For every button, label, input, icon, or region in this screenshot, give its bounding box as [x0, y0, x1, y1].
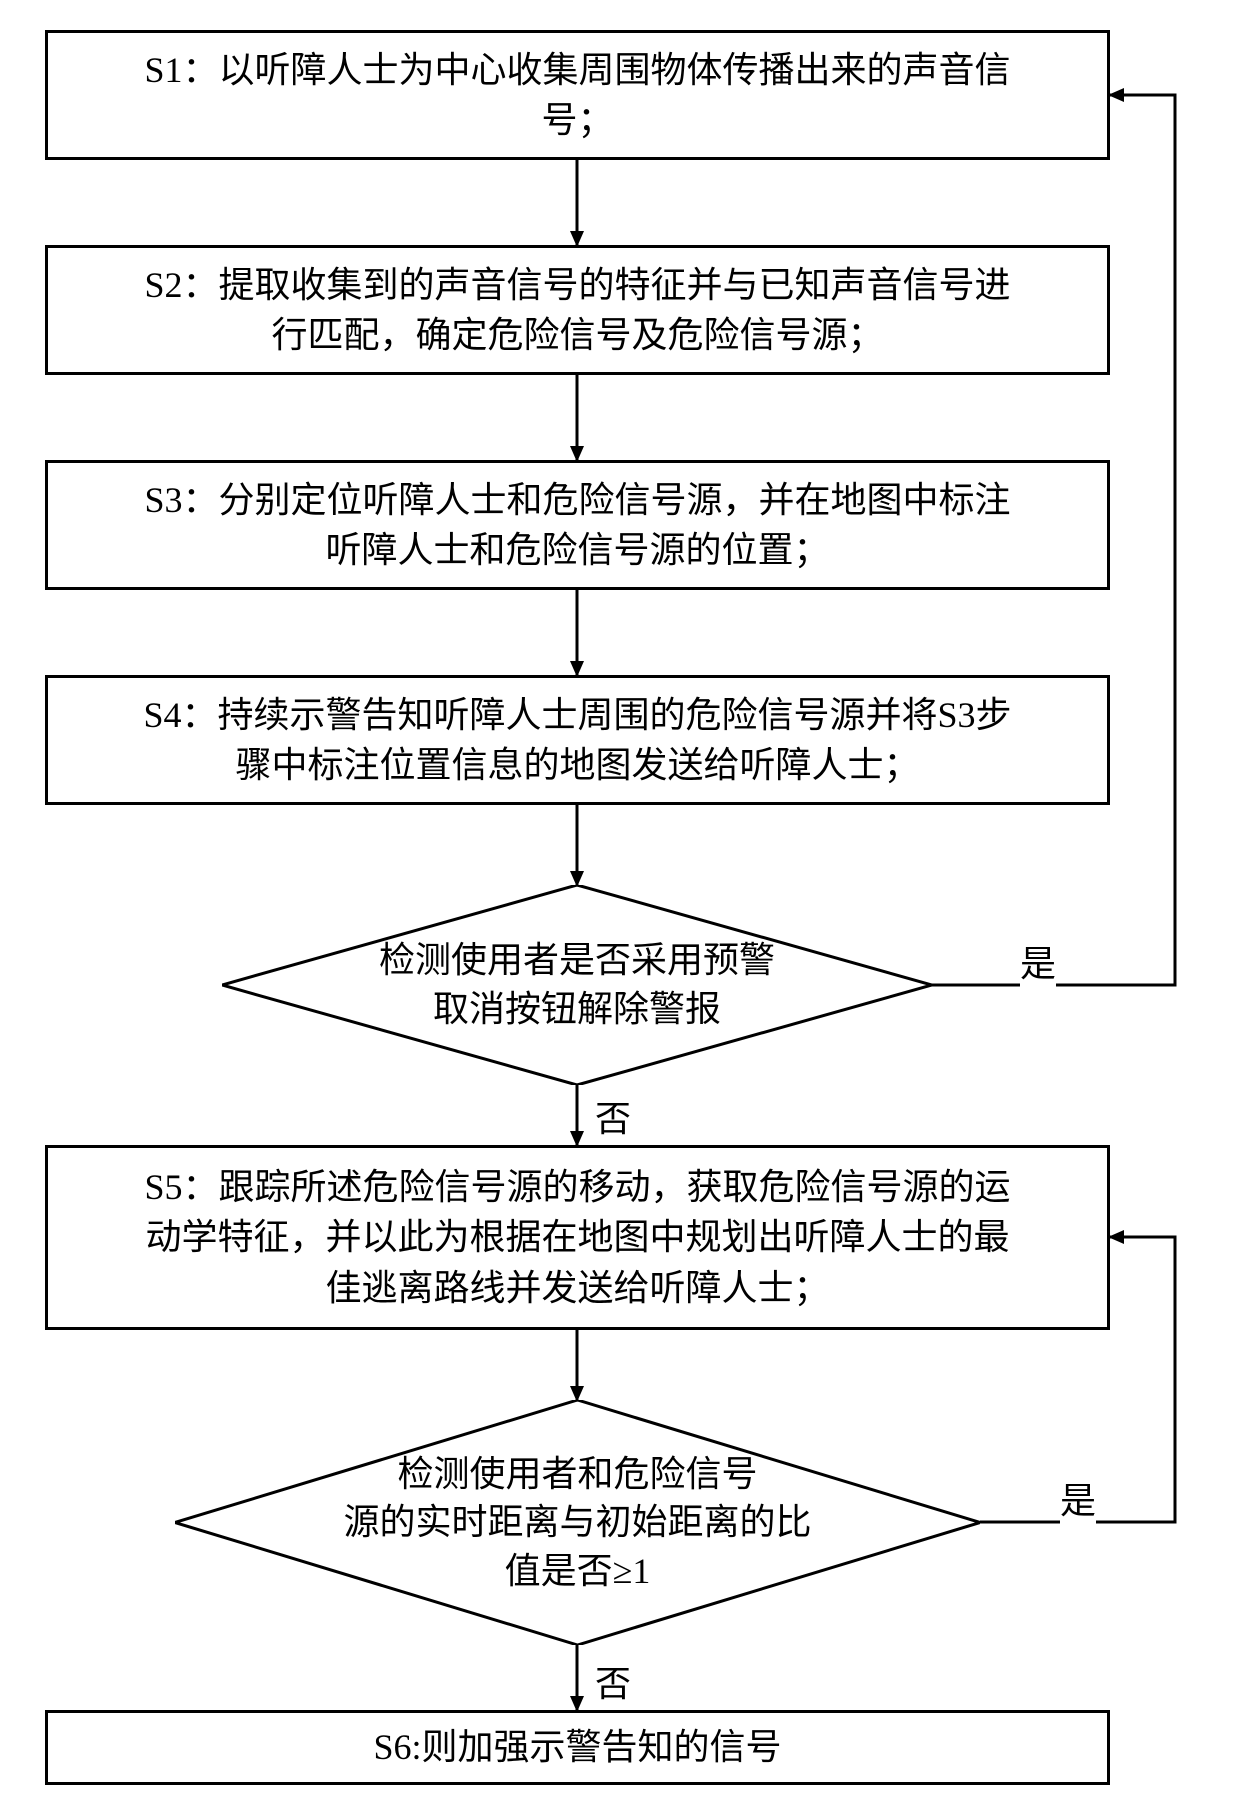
flow-arrows	[0, 0, 1240, 1811]
label-d2-yes: 是	[1060, 1472, 1096, 1524]
label-d2-no: 否	[595, 1655, 631, 1707]
label-d1-yes: 是	[1020, 935, 1056, 987]
label-d1-no: 否	[595, 1090, 631, 1142]
